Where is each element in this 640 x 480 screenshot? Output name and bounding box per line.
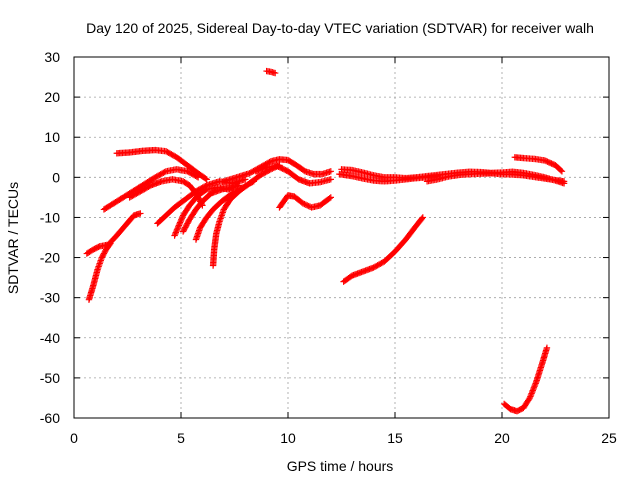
data-point xyxy=(176,220,183,228)
data-point xyxy=(161,168,168,176)
y-tick-label: -50 xyxy=(40,370,60,386)
data-point xyxy=(173,226,181,233)
data-point xyxy=(171,232,178,239)
series-arc-19 xyxy=(340,214,427,285)
data-point xyxy=(178,215,186,222)
y-tick-label: -30 xyxy=(40,290,60,306)
data-point xyxy=(203,176,210,183)
data-point xyxy=(327,194,334,201)
data-point xyxy=(176,219,184,226)
series-arc-13 xyxy=(263,67,279,77)
y-tick-label: -60 xyxy=(40,410,60,426)
y-axis-title: SDTVAR / TECUs xyxy=(5,182,21,294)
x-tick-label: 0 xyxy=(70,430,78,446)
y-tick-label: 0 xyxy=(52,169,60,185)
y-tick-label: -20 xyxy=(40,250,60,266)
series-arc-1 xyxy=(85,240,114,303)
data-point xyxy=(557,167,565,174)
x-tick-label: 20 xyxy=(494,430,510,446)
data-point xyxy=(137,210,144,217)
y-tick-label: -10 xyxy=(40,209,60,225)
x-tick-label: 25 xyxy=(601,430,617,446)
series-arc-20 xyxy=(500,344,551,415)
data-point xyxy=(419,214,427,221)
x-tick-label: 5 xyxy=(177,430,185,446)
data-point xyxy=(299,200,307,207)
series-arc-8 xyxy=(179,184,236,235)
x-axis-ticks: 0 5 10 15 20 25 xyxy=(70,57,617,446)
data-point xyxy=(558,168,566,175)
series-arc-12 xyxy=(252,162,334,187)
data-point xyxy=(171,230,179,238)
data-point xyxy=(202,175,209,182)
y-tick-label: 30 xyxy=(44,49,60,65)
x-tick-label: 15 xyxy=(387,430,403,446)
data-point xyxy=(175,222,183,229)
data-point xyxy=(302,201,310,208)
series-arc-16 xyxy=(336,170,441,185)
data-point xyxy=(177,217,184,225)
series-arc-3 xyxy=(100,166,202,213)
series-arc-17 xyxy=(423,170,568,185)
y-tick-label: -40 xyxy=(40,330,60,346)
data-point xyxy=(304,202,311,209)
data-point xyxy=(178,216,185,223)
series-arc-2 xyxy=(83,210,144,257)
data-point xyxy=(560,178,568,185)
data-point xyxy=(271,69,279,77)
series-arc-10 xyxy=(209,162,283,269)
data-point xyxy=(301,200,308,208)
data-point xyxy=(173,227,180,235)
data-point xyxy=(175,223,182,231)
grid-lines xyxy=(74,57,609,418)
data-point xyxy=(202,187,209,194)
data-point xyxy=(327,176,334,183)
series-arc-4 xyxy=(113,146,210,183)
data-point xyxy=(326,195,333,202)
y-axis-ticks: -60 -50 -40 -30 -20 -10 0 10 20 30 xyxy=(40,49,609,426)
chart-title: Day 120 of 2025, Sidereal Day-to-day VTE… xyxy=(86,20,594,36)
data-point xyxy=(172,229,180,236)
data-point xyxy=(418,215,426,222)
series-arc-18 xyxy=(511,154,566,175)
data-point xyxy=(174,225,181,232)
x-axis-title: GPS time / hours xyxy=(287,458,394,474)
y-tick-label: 10 xyxy=(44,129,60,145)
plot-frame xyxy=(73,56,610,419)
data-point xyxy=(305,202,312,210)
data-point xyxy=(543,344,551,352)
y-tick-label: 20 xyxy=(44,89,60,105)
x-tick-label: 10 xyxy=(280,430,296,446)
data-point xyxy=(229,184,236,191)
series-arc-14 xyxy=(276,192,334,211)
data-points xyxy=(83,67,568,415)
data-point xyxy=(327,168,334,175)
